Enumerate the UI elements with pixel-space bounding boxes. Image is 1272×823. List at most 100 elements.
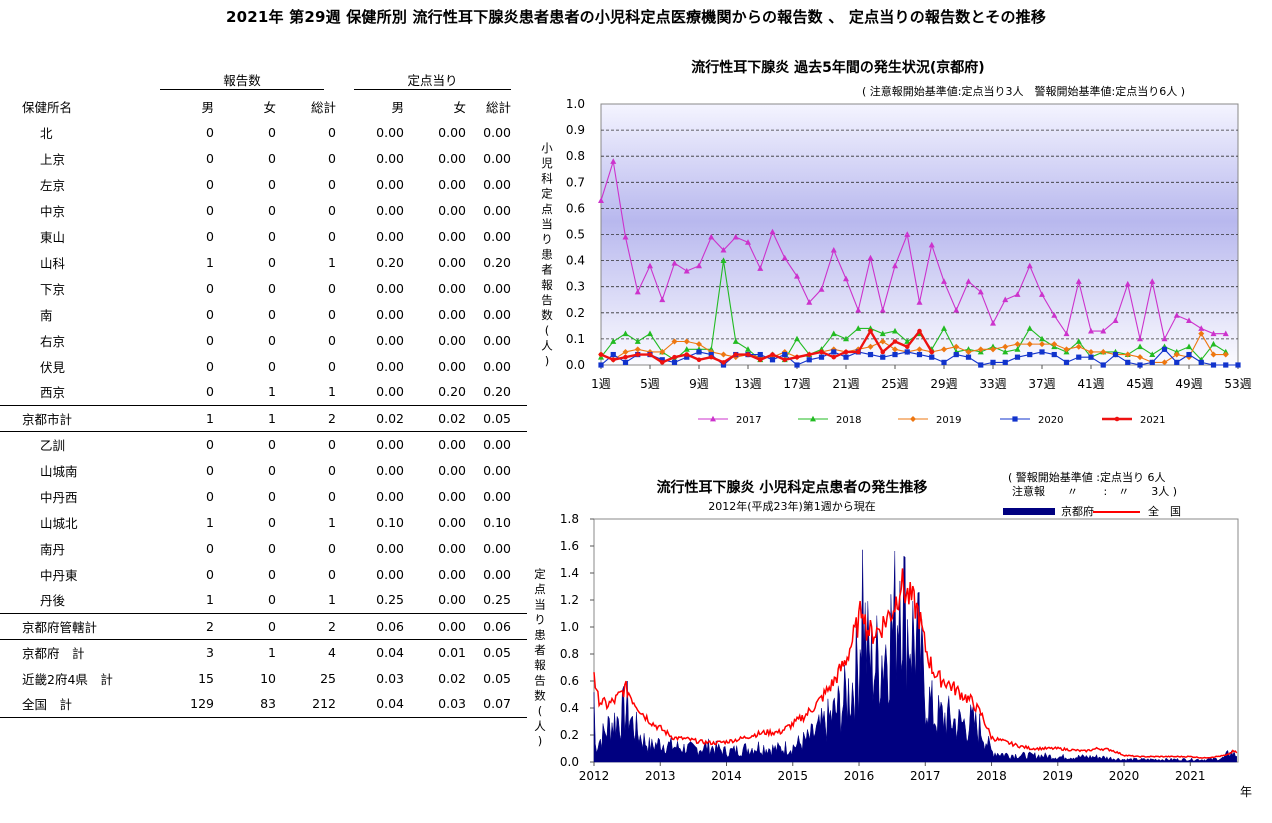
chart1-point [892,262,898,269]
male-per-site-cell: 0.00 [376,202,404,218]
chart1-point [1075,343,1082,350]
chart1-point [610,357,616,363]
chart1-y-tick-label: 0.1 [566,332,585,346]
female-per-site-cell: 0.00 [404,430,466,457]
chart1-point [990,343,996,350]
chart1-y-tick-label: 0.0 [566,358,585,372]
total-count-cell: 0 [276,430,338,457]
female-count-cell: 10 [260,670,276,686]
chart1-point [708,351,714,358]
total-per-site-cell: 0.00 [483,488,511,504]
total-count-cell: 0 [328,124,336,140]
col-header-per-male: 男 [391,100,404,115]
female-count-cell: 1 [268,384,276,400]
chart1-point [610,351,616,358]
station-name-cell: 中丹西 [40,489,78,505]
chart1-series-2021 [598,328,935,365]
station-name-cell: 東山 [40,229,66,245]
total-per-site-cell: 0.00 [483,332,511,348]
male-count-cell: 0 [206,462,214,478]
male-per-site-cell: 0.25 [376,592,404,608]
chart1-point [953,343,960,350]
chart1-point [720,362,727,368]
male-count-cell: 0 [206,332,214,348]
female-per-site-cell: 0.00 [438,566,466,582]
male-per-site-cell: 0.06 [354,612,404,639]
chart2-legend-item: 全 国 [1093,504,1181,518]
chart1-point [647,352,653,357]
female-count-cell: 0 [268,332,276,348]
chart1-point [904,344,910,350]
chart1-point [1014,341,1021,348]
chart2-y-tick-label: 0.0 [560,755,579,769]
total-count-cell: 0 [328,488,336,504]
chart1-point [1161,346,1168,352]
report-table: 報告数 定点当り 保健所名 男 女 総計 男 女 総計 北 0 0 0 0.00 0.00… [0,66,527,718]
chart1-point [965,346,972,352]
group-header-per-site: 定点当り [354,70,511,90]
female-per-site-cell: 0.02 [438,670,466,686]
total-count-cell: 0 [328,332,336,348]
chart1-point [904,231,911,237]
chart1-x-tick-label: 21週 [832,377,859,391]
chart1-point [977,288,984,295]
chart1-legend-item: 2020 [1000,415,1063,426]
col-header-per-female: 女 [453,100,466,115]
male-per-site-cell: 0.00 [376,566,404,582]
male-per-site-cell: 0.03 [376,670,404,686]
chart2-y-tick-label: 0.2 [560,728,579,742]
chart1-point [733,352,739,357]
chart1-point [1198,330,1205,337]
male-count-cell: 0 [206,228,214,244]
chart1-point [880,349,886,355]
chart1-point [1198,325,1205,331]
male-per-site-cell: 0.00 [376,462,404,478]
chart1-point [916,346,923,353]
total-count-cell: 0 [328,228,336,244]
female-count-cell: 0 [268,488,276,504]
chart1-point [855,325,862,331]
chart1-point [1137,354,1143,361]
col-header-male: 男 [201,100,214,115]
chart1-point [1002,296,1009,303]
chart1-legend-item: 2017 [698,415,761,426]
chart1-y-tick-label: 1.0 [566,97,585,111]
chart1-point [977,346,984,353]
total-per-site-cell: 0.00 [483,566,511,582]
chart1-point [1039,341,1045,348]
chart1-point [1173,348,1180,355]
male-per-site-cell: 0.00 [376,306,404,322]
total-per-site-cell: 0.00 [483,358,511,374]
chart1-point [770,352,775,357]
chart1-point [794,362,800,368]
chart2-area-kyoto [593,549,1237,763]
chart1-point [634,346,641,353]
chart1-point [867,343,874,350]
chart1-point [892,339,898,344]
chart1-point [904,338,911,344]
total-per-site-cell: 0.00 [483,306,511,322]
chart1-legend-item: 2019 [898,415,961,426]
chart1-point [1137,362,1143,368]
chart1-point [757,357,763,363]
chart1-point [623,354,628,360]
total-count-cell: 0 [328,462,336,478]
total-count-cell: 0 [328,306,336,322]
chart1-point [794,354,800,360]
chart1-point [757,351,763,358]
chart1-point [1173,351,1180,358]
female-count-cell: 83 [214,691,276,718]
total-count-cell: 0 [328,150,336,166]
female-count-cell: 0 [214,430,276,457]
chart1-point [671,338,678,345]
male-count-cell: 15 [198,670,214,686]
total-per-site-cell: 0.00 [483,462,511,478]
chart1-point [1075,338,1082,344]
table-row: 左京 0 0 0 0.00 0.00 0.00 [0,171,527,197]
chart1-point [916,299,923,305]
table-row: 上京 0 0 0 0.00 0.00 0.00 [0,145,527,171]
table-row: 中丹西 0 0 0 0.00 0.00 0.00 [0,483,527,509]
chart1-y-tick-label: 0.6 [566,201,585,215]
chart1-point [1149,359,1155,365]
chart1-point [635,352,641,357]
